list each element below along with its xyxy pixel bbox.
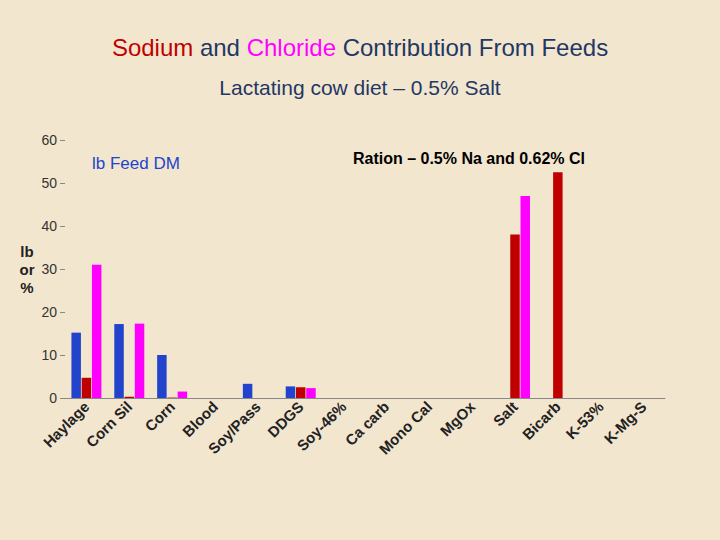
svg-text:K-53%: K-53% bbox=[562, 398, 607, 443]
svg-text:Sodium: Sodium bbox=[112, 34, 193, 61]
svg-text:50: 50 bbox=[41, 175, 57, 191]
svg-text:DDGS: DDGS bbox=[264, 398, 307, 441]
svg-text:lb: lb bbox=[20, 243, 33, 260]
svg-text:and: and bbox=[482, 150, 519, 167]
svg-text:0.62% Cl: 0.62% Cl bbox=[519, 150, 585, 167]
svg-text:Soy/Pass: Soy/Pass bbox=[205, 398, 264, 457]
svg-text:MgOx: MgOx bbox=[437, 398, 479, 440]
svg-text:Soy-46%: Soy-46% bbox=[293, 398, 349, 454]
svg-text:lb Feed DM: lb Feed DM bbox=[92, 154, 180, 173]
svg-text:Salt: Salt bbox=[490, 398, 521, 429]
svg-text:0.5% Na: 0.5% Na bbox=[420, 150, 481, 167]
svg-text:Bicarb: Bicarb bbox=[519, 398, 564, 443]
svg-text:Corn: Corn bbox=[141, 398, 178, 435]
svg-text:30: 30 bbox=[41, 261, 57, 277]
svg-text:or: or bbox=[20, 261, 35, 278]
svg-text:Ration –: Ration – bbox=[353, 150, 421, 167]
svg-text:60: 60 bbox=[41, 132, 57, 148]
svg-text:20: 20 bbox=[41, 304, 57, 320]
svg-text:K-Mg-S: K-Mg-S bbox=[600, 398, 649, 447]
svg-text:0: 0 bbox=[49, 390, 57, 406]
svg-text:10: 10 bbox=[41, 347, 57, 363]
svg-text:%: % bbox=[20, 279, 33, 296]
svg-text:Ca carb: Ca carb bbox=[341, 398, 393, 449]
svg-text:Corn Sil: Corn Sil bbox=[83, 398, 136, 451]
svg-text:Blood: Blood bbox=[179, 398, 221, 440]
svg-text:Lactating cow diet – 0.5% Salt: Lactating cow diet – 0.5% Salt bbox=[219, 76, 501, 99]
svg-text:Contribution From Feeds: Contribution From Feeds bbox=[336, 34, 608, 61]
svg-text:and: and bbox=[193, 34, 246, 61]
svg-text:Mono Cal: Mono Cal bbox=[376, 398, 436, 458]
svg-text:40: 40 bbox=[41, 218, 57, 234]
svg-text:Chloride: Chloride bbox=[247, 34, 336, 61]
svg-text:Haylage: Haylage bbox=[40, 398, 93, 451]
